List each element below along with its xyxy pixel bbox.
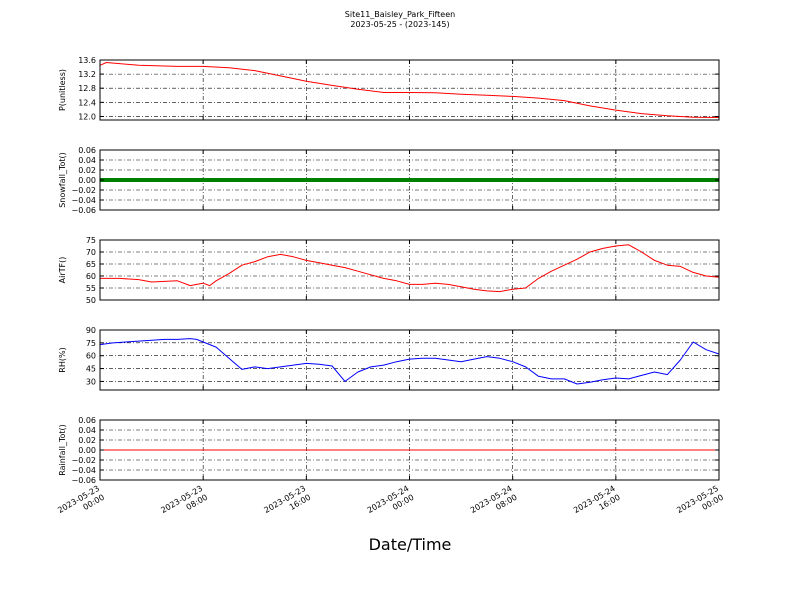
- ytick-label-rh-2: 60: [86, 352, 96, 361]
- panel-p: 12.0 12.4 12.8 13.2 13.6 P(unitless): [58, 56, 720, 121]
- chart-title: Site11_Baisley_Park_Fifteen: [344, 10, 456, 19]
- ylabel-airtf: AirTF(): [58, 257, 67, 284]
- ytick-label-airtf-2: 60: [86, 272, 96, 281]
- ytick-label-rh-4: 90: [86, 326, 96, 335]
- series-line-p: [99, 62, 720, 118]
- panel-rain: −0.06−0.04−0.020.000.020.040.06 Rainfall_…: [58, 416, 720, 485]
- ytick-label-rh-3: 75: [86, 339, 96, 348]
- xtick-label-5: 2023-05-2416:00: [572, 484, 622, 524]
- ytick-label-snow-3: 0.00: [78, 176, 96, 185]
- ytick-label-rain-6: 0.06: [78, 416, 96, 425]
- ytick-label-snow-6: 0.06: [78, 146, 96, 155]
- xtick-label-4: 2023-05-2408:00: [469, 484, 519, 524]
- panel-snow: −0.06−0.04−0.020.000.020.040.06 Snowfall_…: [58, 146, 720, 215]
- ytick-label-p-3: 13.2: [78, 70, 96, 79]
- ytick-label-p-4: 13.6: [78, 56, 96, 65]
- series-line-rh: [99, 338, 720, 385]
- ytick-label-rain-2: −0.02: [71, 456, 96, 465]
- ytick-label-snow-0: −0.06: [71, 206, 96, 215]
- ytick-label-airtf-3: 65: [86, 260, 96, 269]
- chart-subtitle: 2023-05-25 - (2023-145): [350, 20, 450, 29]
- series-line-airtf: [100, 244, 720, 293]
- xtick-label-6: 2023-05-2500:00: [675, 484, 725, 524]
- ylabel-p: P(unitless): [58, 69, 67, 111]
- ytick-label-snow-2: −0.02: [71, 186, 96, 195]
- ytick-label-snow-4: 0.02: [78, 166, 96, 175]
- ytick-label-snow-1: −0.04: [71, 196, 96, 205]
- ytick-label-rain-4: 0.02: [78, 436, 96, 445]
- ytick-label-p-2: 12.8: [78, 84, 96, 93]
- xtick-label-3: 2023-05-2400:00: [366, 484, 416, 524]
- ytick-label-airtf-5: 75: [86, 236, 96, 245]
- ytick-label-rain-0: −0.06: [71, 476, 96, 485]
- ytick-label-p-1: 12.4: [78, 98, 96, 107]
- x-axis-label: Date/Time: [369, 535, 452, 554]
- ytick-label-airtf-0: 50: [86, 296, 96, 305]
- ylabel-snow: Snowfall_Tot(): [58, 152, 67, 208]
- xtick-label-2: 2023-05-2316:00: [263, 484, 313, 524]
- ytick-label-rh-1: 45: [86, 365, 96, 374]
- ytick-label-snow-5: 0.04: [78, 156, 96, 165]
- panel-rh: 30 45 60 75 90 RH(%): [58, 326, 720, 391]
- panel-airtf: 50 55 60 65 70 75 AirTF(): [58, 236, 720, 305]
- ylabel-rh: RH(%): [58, 347, 67, 372]
- ytick-label-rain-5: 0.04: [78, 426, 96, 435]
- ylabel-rain: Rainfall_Tot(): [58, 424, 67, 476]
- xtick-label-0: 2023-05-2300:00: [56, 484, 106, 524]
- ytick-label-rain-3: 0.00: [78, 446, 96, 455]
- ytick-label-p-0: 12.0: [78, 112, 96, 121]
- ytick-label-airtf-4: 70: [86, 248, 96, 257]
- xtick-label-1: 2023-05-2308:00: [159, 484, 209, 524]
- chart-title-block: Site11_Baisley_Park_Fifteen 2023-05-25 -…: [0, 10, 800, 30]
- ytick-label-airtf-1: 55: [86, 284, 96, 293]
- ytick-label-rh-0: 30: [86, 377, 96, 386]
- ytick-label-rain-1: −0.04: [71, 466, 96, 475]
